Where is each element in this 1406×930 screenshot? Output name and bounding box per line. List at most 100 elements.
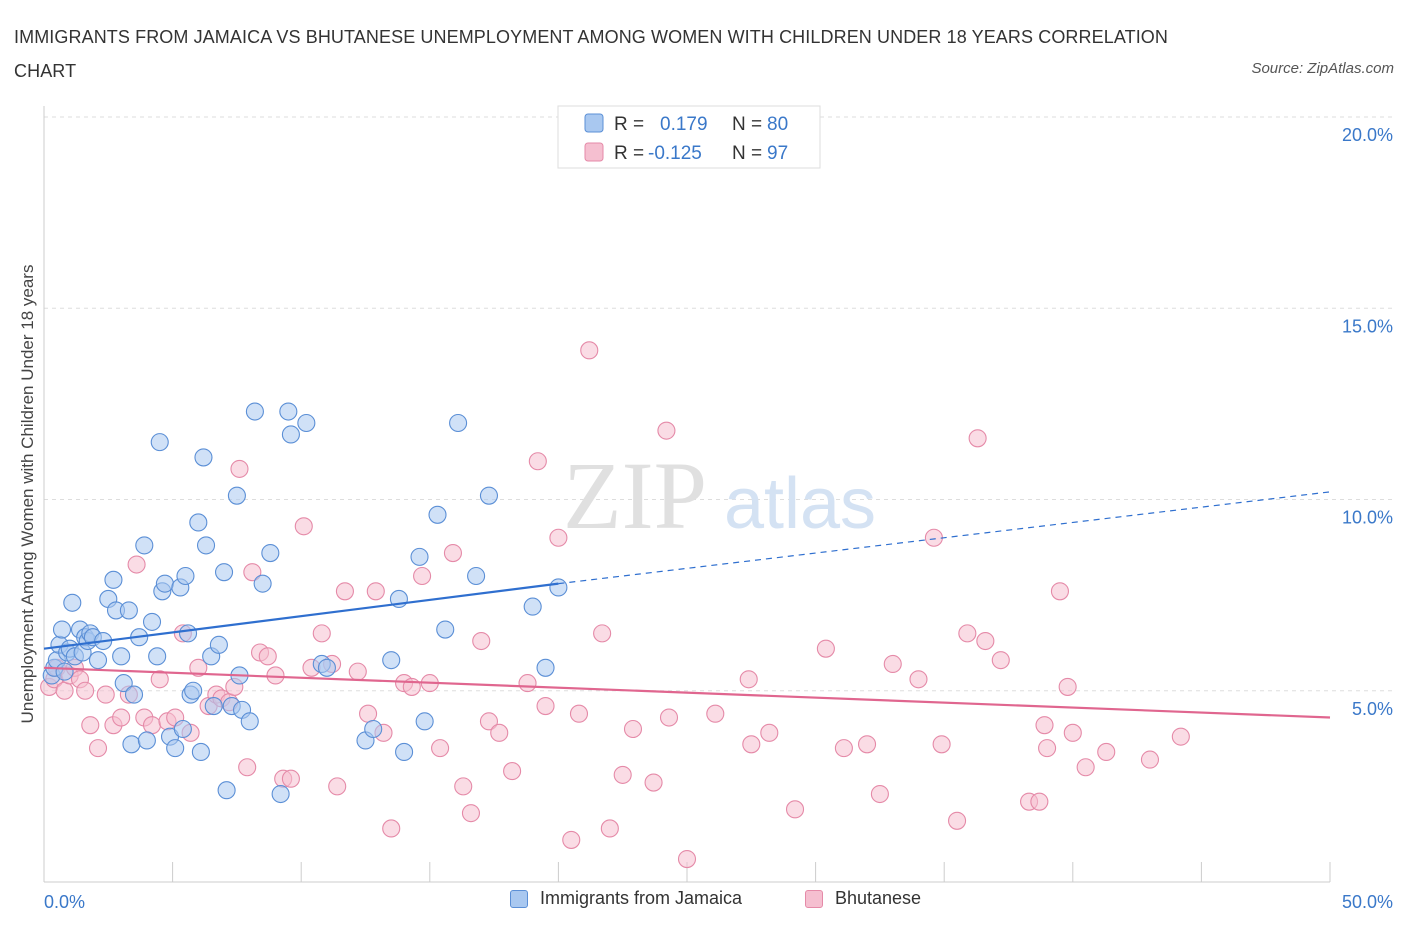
jamaica-point: [281, 425, 300, 444]
bhutanese-point: [644, 773, 663, 792]
jamaica-point: [189, 513, 208, 532]
y-tick-label-15: 15.0%: [1342, 316, 1393, 336]
bhutanese-point: [335, 582, 354, 601]
jamaica-point: [135, 536, 154, 555]
bhutanese-point: [739, 670, 758, 689]
jamaica-point: [137, 731, 156, 750]
jamaica-point: [176, 566, 195, 586]
bhutanese-point: [883, 654, 902, 674]
bhutanese-point: [976, 631, 995, 651]
jamaica-point: [142, 612, 162, 631]
stats-n-value-jamaica: 80: [767, 114, 788, 135]
bhutanese-point: [924, 528, 943, 547]
jamaica-point: [428, 505, 447, 524]
bhutanese-point: [1050, 582, 1069, 601]
bhutanese-point: [613, 765, 632, 784]
legend-item-jamaica[interactable]: Immigrants from Jamaica: [510, 888, 742, 909]
stats-r-value-jamaica: 0.179: [660, 114, 708, 135]
stats-r-value-bhutanese: -0.125: [648, 143, 702, 164]
bhutanese-point: [150, 670, 169, 689]
jamaica-point: [112, 647, 131, 666]
bhutanese-point: [742, 735, 761, 754]
bhutanese-points: [40, 341, 1190, 869]
bhutanese-point: [968, 429, 987, 448]
bhutanese-point: [243, 563, 262, 582]
jamaica-point: [227, 486, 246, 505]
legend-item-bhutanese[interactable]: Bhutanese: [805, 888, 921, 909]
legend-swatch-jamaica: [510, 889, 528, 908]
bhutanese-point: [238, 758, 257, 777]
bhutanese-point: [348, 662, 367, 681]
jamaica-point: [191, 742, 210, 762]
bhutanese-point: [1140, 750, 1160, 769]
jamaica-point: [55, 662, 74, 681]
legend-label-bhutanese: Bhutanese: [835, 888, 922, 908]
jamaica-point: [395, 742, 414, 762]
jamaica-point: [279, 402, 298, 421]
jamaica-point: [166, 739, 185, 758]
jamaica-point: [204, 696, 223, 716]
bhutanese-point: [536, 696, 555, 716]
jamaica-point: [104, 570, 123, 589]
bhutanese-point: [454, 777, 473, 796]
bhutanese-point: [569, 704, 589, 723]
bhutanese-point: [909, 670, 928, 689]
bhutanese-point: [112, 708, 131, 727]
jamaica-point: [523, 597, 542, 616]
bhutanese-point: [472, 631, 491, 651]
bhutanese-point: [518, 674, 537, 693]
bhutanese-point: [328, 777, 347, 796]
bhutanese-point: [528, 452, 547, 471]
bhutanese-point: [1063, 723, 1082, 742]
bhutanese-point: [81, 716, 100, 735]
bhutanese-point: [142, 716, 162, 735]
jamaica-point: [382, 651, 401, 670]
jamaica-trend-line: [43, 582, 559, 650]
stats-n-label-jamaica: N =: [732, 114, 762, 135]
bhutanese-trend-line: [43, 666, 1331, 719]
jamaica-point: [119, 601, 138, 620]
bhutanese-point: [294, 517, 313, 536]
legend-label-jamaica: Immigrants from Jamaica: [540, 888, 743, 908]
stats-n-label-bhutanese: N =: [732, 143, 762, 164]
x-tick-label-min: 0.0%: [44, 892, 85, 912]
bhutanese-point: [76, 681, 95, 700]
jamaica-point: [88, 651, 108, 670]
bhutanese-point: [580, 341, 599, 360]
chart-title: IMMIGRANTS FROM JAMAICA VS BHUTANESE UNE…: [14, 27, 1168, 81]
bhutanese-point: [413, 566, 432, 586]
bhutanese-point: [127, 555, 146, 574]
bhutanese-point: [382, 819, 401, 838]
bhutanese-point: [443, 543, 462, 563]
jamaica-point: [297, 413, 316, 433]
jamaica-point: [271, 784, 290, 804]
stats-swatch-jamaica: [584, 113, 604, 133]
bhutanese-point: [359, 704, 378, 723]
bottom-legend: Immigrants from Jamaica Bhutanese: [0, 888, 1406, 916]
bhutanese-point: [958, 624, 977, 643]
legend-swatch-bhutanese: [805, 889, 823, 908]
stats-r-label-jamaica: R =: [614, 114, 644, 135]
source-label: Source: ZipAtlas.com: [1251, 60, 1394, 77]
jamaica-point: [194, 448, 213, 467]
jamaica-point: [178, 624, 198, 643]
bhutanese-point: [258, 647, 277, 666]
jamaica-point: [217, 781, 236, 800]
jamaica-point: [449, 413, 468, 433]
stats-swatch-bhutanese: [584, 142, 604, 162]
bhutanese-point: [562, 830, 581, 849]
bhutanese-point: [657, 421, 676, 440]
jamaica-point: [63, 593, 82, 612]
bhutanese-point: [1038, 739, 1057, 758]
bhutanese-point: [593, 624, 612, 643]
stats-legend: R = 0.179 N = 80 R = -0.125 N = 97: [557, 105, 821, 169]
bhutanese-point: [479, 712, 499, 731]
jamaica-point: [209, 635, 228, 654]
jamaica-points: [42, 402, 568, 804]
jamaica-point: [364, 719, 383, 739]
bhutanese-point: [549, 528, 568, 547]
jamaica-point: [479, 486, 499, 505]
bhutanese-point: [834, 739, 853, 758]
jamaica-point: [114, 674, 133, 693]
bhutanese-point: [991, 651, 1010, 670]
